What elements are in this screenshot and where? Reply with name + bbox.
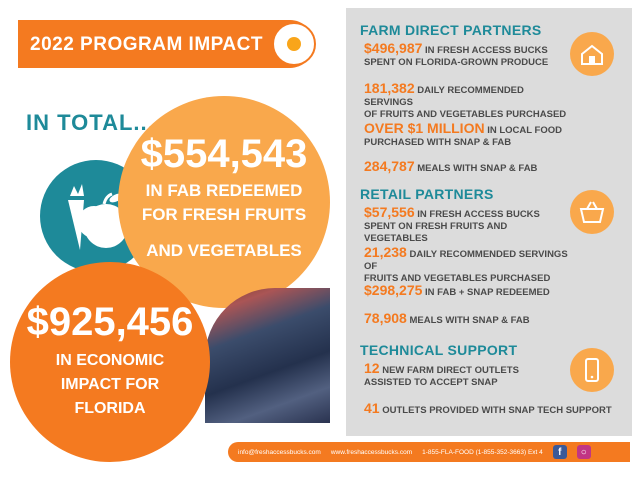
retail-heading: RETAIL PARTNERS — [360, 186, 494, 202]
farm-icon-circle — [570, 32, 614, 76]
farm-stat-4: 284,787 MEALS WITH SNAP & FAB — [364, 158, 538, 174]
retail-stat-3: $298,275 IN FAB + SNAP REDEEMED — [364, 282, 550, 298]
retail-stat-1: $57,556 IN FRESH ACCESS BUCKS SPENT ON FR… — [364, 204, 540, 244]
tech-icon-circle — [570, 348, 614, 392]
retail-icon-circle — [570, 190, 614, 234]
basket-icon — [579, 201, 605, 223]
footer-website[interactable]: www.freshaccessbucks.com — [330, 448, 413, 456]
econ-amount: $925,456 — [26, 300, 194, 344]
footer-bar: info@freshaccessbucks.com www.freshacces… — [228, 442, 630, 462]
fab-line-3: AND VEGETABLES — [146, 241, 302, 260]
sun-icon — [287, 37, 301, 51]
phone-icon — [585, 358, 599, 382]
page-title: 2022 PROGRAM IMPACT — [30, 34, 263, 55]
econ-line-1: IN ECONOMIC — [55, 352, 165, 369]
farm-stat-1: $496,987 IN FRESH ACCESS BUCKS SPENT ON F… — [364, 40, 549, 68]
fresh-access-bucks-logo — [272, 22, 316, 66]
farm-direct-heading: FARM DIRECT PARTNERS — [360, 22, 542, 38]
in-total-heading: IN TOTAL... — [26, 110, 155, 135]
retail-stat-4: 78,908 MEALS WITH SNAP & FAB — [364, 310, 530, 326]
title-banner — [18, 20, 314, 68]
econ-line-3: FLORIDA — [74, 400, 146, 417]
fab-line-2: FOR FRESH FRUITS — [141, 205, 307, 224]
fab-amount: $554,543 — [140, 132, 308, 176]
economic-impact-circle — [10, 262, 210, 462]
facebook-icon[interactable]: f — [552, 445, 567, 459]
instagram-icon[interactable]: ○ — [576, 445, 591, 459]
farm-stat-2: 181,382 DAILY RECOMMENDED SERVINGS OF FRU… — [364, 80, 567, 120]
footer-email[interactable]: info@freshaccessbucks.com — [238, 448, 321, 456]
tech-stat-1: 12 NEW FARM DIRECT OUTLETS ASSISTED TO AC… — [364, 360, 519, 388]
tech-stat-2: 41 OUTLETS PROVIDED WITH SNAP TECH SUPPO… — [364, 400, 612, 416]
produce-photo — [205, 288, 330, 423]
footer-phone: 1-855-FLA-FOOD (1-855-352-3663) Ext 4 — [422, 448, 543, 456]
tech-support-heading: TECHNICAL SUPPORT — [360, 342, 518, 358]
retail-stat-2: 21,238 DAILY RECOMMENDED SERVINGS OF FRUI… — [364, 244, 568, 284]
carrot-apple-icon — [68, 184, 128, 250]
fab-line-1: IN FAB REDEEMED — [145, 181, 303, 200]
barn-field-icon — [581, 44, 603, 65]
farm-stat-3: OVER $1 MILLION IN LOCAL FOOD PURCHASED W… — [364, 120, 562, 148]
econ-line-2: IMPACT FOR — [60, 376, 160, 393]
